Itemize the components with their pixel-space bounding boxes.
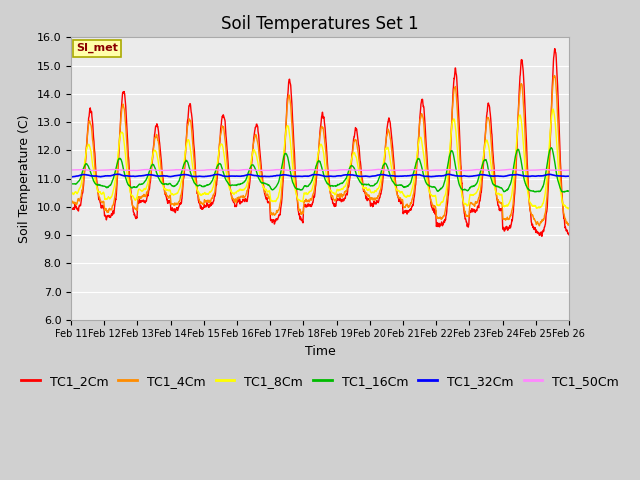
TC1_4Cm — [160, 184, 168, 190]
TC1_4Cm — [543, 191, 551, 196]
TC1_2Cm — [203, 200, 211, 205]
Y-axis label: Soil Temperature (C): Soil Temperature (C) — [18, 114, 31, 243]
TC1_4Cm — [536, 223, 543, 228]
TC1_32Cm — [325, 173, 333, 179]
TC1_32Cm — [565, 173, 573, 179]
TC1_8Cm — [160, 185, 168, 191]
TC1_8Cm — [549, 106, 557, 112]
TC1_16Cm — [203, 182, 211, 188]
TC1_16Cm — [467, 184, 475, 190]
Line: TC1_2Cm: TC1_2Cm — [71, 48, 569, 236]
TC1_4Cm — [324, 177, 332, 182]
TC1_50Cm — [377, 167, 385, 172]
TC1_50Cm — [565, 168, 573, 173]
TC1_8Cm — [67, 192, 75, 198]
Line: TC1_32Cm: TC1_32Cm — [71, 174, 569, 177]
TC1_4Cm — [565, 221, 573, 227]
TC1_50Cm — [374, 167, 382, 172]
TC1_32Cm — [204, 173, 211, 179]
TC1_16Cm — [324, 181, 332, 187]
TC1_50Cm — [160, 168, 168, 173]
TC1_4Cm — [551, 72, 559, 78]
TC1_2Cm — [324, 168, 332, 174]
Line: TC1_50Cm: TC1_50Cm — [71, 169, 569, 170]
Text: SI_met: SI_met — [76, 43, 118, 53]
TC1_32Cm — [67, 174, 75, 180]
TC1_50Cm — [204, 167, 211, 173]
TC1_2Cm — [160, 184, 168, 190]
TC1_8Cm — [376, 180, 384, 185]
TC1_50Cm — [324, 168, 332, 173]
TC1_32Cm — [68, 174, 76, 180]
TC1_32Cm — [161, 173, 168, 179]
TC1_2Cm — [543, 204, 551, 210]
TC1_4Cm — [67, 200, 75, 205]
TC1_16Cm — [376, 173, 384, 179]
TC1_8Cm — [565, 205, 573, 211]
TC1_16Cm — [543, 163, 551, 168]
TC1_32Cm — [543, 172, 551, 178]
TC1_2Cm — [376, 193, 384, 199]
TC1_8Cm — [467, 192, 475, 198]
TC1_4Cm — [203, 199, 211, 204]
TC1_8Cm — [564, 206, 572, 212]
TC1_50Cm — [67, 167, 75, 173]
TC1_16Cm — [565, 189, 573, 194]
TC1_16Cm — [67, 181, 75, 187]
TC1_8Cm — [203, 191, 211, 196]
TC1_50Cm — [159, 168, 166, 173]
TC1_50Cm — [468, 168, 476, 173]
X-axis label: Time: Time — [305, 345, 335, 358]
Line: TC1_8Cm: TC1_8Cm — [71, 109, 569, 209]
TC1_32Cm — [468, 173, 476, 179]
TC1_2Cm — [67, 206, 75, 212]
TC1_50Cm — [543, 167, 551, 173]
TC1_2Cm — [467, 209, 475, 215]
Line: TC1_4Cm: TC1_4Cm — [71, 75, 569, 226]
TC1_32Cm — [377, 172, 385, 178]
TC1_16Cm — [559, 189, 567, 195]
TC1_16Cm — [548, 145, 556, 151]
TC1_16Cm — [160, 181, 168, 187]
TC1_4Cm — [467, 201, 475, 206]
TC1_4Cm — [376, 188, 384, 193]
Title: Soil Temperatures Set 1: Soil Temperatures Set 1 — [221, 15, 419, 33]
Legend: TC1_2Cm, TC1_4Cm, TC1_8Cm, TC1_16Cm, TC1_32Cm, TC1_50Cm: TC1_2Cm, TC1_4Cm, TC1_8Cm, TC1_16Cm, TC1… — [16, 370, 624, 393]
TC1_8Cm — [324, 183, 332, 189]
TC1_2Cm — [565, 232, 573, 238]
TC1_32Cm — [113, 171, 121, 177]
TC1_2Cm — [538, 233, 546, 239]
TC1_2Cm — [551, 46, 559, 51]
Line: TC1_16Cm: TC1_16Cm — [71, 148, 569, 192]
TC1_8Cm — [543, 173, 551, 179]
